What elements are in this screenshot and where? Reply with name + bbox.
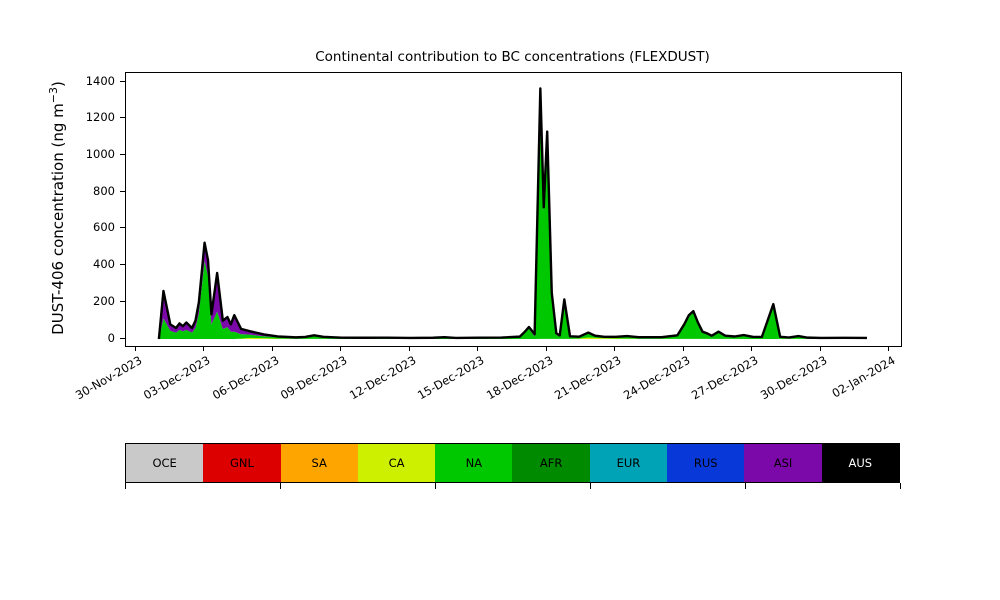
legend-label-AUS: AUS — [848, 456, 873, 470]
x-tick-label: 02-Jan-2024 — [829, 353, 898, 401]
y-tick-label: 800 — [93, 183, 115, 198]
x-tick-mark — [888, 346, 890, 351]
x-tick-label: 09-Dec-2023 — [278, 353, 350, 403]
y-tick-mark — [120, 80, 125, 82]
plot-area — [157, 87, 867, 340]
legend-label-SA: SA — [311, 456, 327, 470]
x-tick-mark — [751, 346, 753, 351]
x-tick-mark — [682, 346, 684, 351]
area-series-ASI — [158, 88, 867, 340]
y-tick-label: 1400 — [85, 73, 115, 88]
x-tick-mark — [271, 346, 273, 351]
x-tick-label: 12-Dec-2023 — [346, 353, 419, 403]
legend-label-EUR: EUR — [616, 456, 641, 470]
x-tick-mark — [819, 346, 821, 351]
legend-item-NA: NA — [435, 444, 513, 482]
legend-tick-mark — [744, 483, 746, 489]
x-tick-label: 06-Dec-2023 — [209, 353, 282, 403]
y-tick-mark — [120, 117, 125, 119]
legend-item-OCE: OCE — [126, 444, 204, 482]
x-tick-mark — [203, 346, 205, 351]
legend-item-AUS: AUS — [821, 444, 899, 482]
x-tick-mark — [545, 346, 547, 351]
legend-item-ASI: ASI — [744, 444, 822, 482]
legend-label-RUS: RUS — [693, 456, 718, 470]
area-series-CA — [158, 337, 867, 340]
x-tick-label: 21-Dec-2023 — [552, 353, 624, 403]
legend-item-SA: SA — [280, 444, 358, 482]
legend-label-ASI: ASI — [773, 456, 793, 470]
y-tick-label: 200 — [93, 293, 115, 308]
legend: OCE GNL SA CA NA AFR EUR RUS ASI AUS — [125, 443, 900, 483]
legend-item-GNL: GNL — [203, 444, 281, 482]
legend-item-EUR: EUR — [589, 444, 668, 482]
y-tick-label: 0 — [107, 330, 115, 345]
area-series-AFR — [158, 92, 867, 340]
x-tick-mark — [134, 346, 136, 351]
x-tick-label: 30-Dec-2023 — [757, 353, 830, 403]
legend-label-CA: CA — [388, 456, 405, 470]
y-tick-mark — [120, 154, 125, 156]
legend-tick-mark — [279, 483, 281, 489]
legend-item-CA: CA — [357, 444, 436, 482]
x-tick-mark — [340, 346, 342, 351]
y-tick-label: 600 — [93, 220, 115, 235]
legend-item-RUS: RUS — [667, 444, 745, 482]
y-tick-label: 1200 — [85, 110, 115, 125]
legend-tick-mark — [899, 483, 901, 489]
legend-label-GNL: GNL — [229, 456, 254, 470]
x-tick-label: 30-Nov-2023 — [72, 353, 145, 403]
legend-label-NA: NA — [465, 456, 483, 470]
legend-item-AFR: AFR — [512, 444, 590, 482]
legend-tick-mark — [589, 483, 591, 489]
x-tick-mark — [408, 346, 410, 351]
y-tick-mark — [120, 190, 125, 192]
area-series-RUS — [158, 92, 867, 340]
area-series-NA — [158, 92, 867, 340]
area-series-AUS — [158, 88, 867, 340]
legend-label-OCE: OCE — [152, 456, 177, 470]
chart-title: Continental contribution to BC concentra… — [315, 49, 710, 65]
x-tick-label: 27-Dec-2023 — [689, 353, 761, 403]
y-tick-mark — [120, 264, 125, 266]
y-tick-mark — [120, 227, 125, 229]
x-tick-label: 24-Dec-2023 — [620, 353, 693, 403]
x-tick-mark — [614, 346, 616, 351]
x-tick-label: 03-Dec-2023 — [141, 353, 213, 403]
y-tick-mark — [120, 300, 125, 302]
area-series-EUR — [158, 92, 867, 340]
y-tick-label: 1000 — [85, 147, 115, 162]
y-tick-mark — [120, 337, 125, 339]
total-concentration-line — [157, 87, 867, 340]
y-tick-label: 400 — [93, 257, 115, 272]
x-tick-mark — [477, 346, 479, 351]
plot-axes — [125, 72, 902, 347]
legend-label-AFR: AFR — [539, 456, 563, 470]
legend-tick-mark — [434, 483, 436, 489]
y-axis-label-superscript: −3 — [47, 87, 60, 104]
legend-tick-mark — [124, 483, 126, 489]
x-tick-label: 18-Dec-2023 — [483, 353, 556, 403]
x-tick-label: 15-Dec-2023 — [415, 353, 487, 403]
